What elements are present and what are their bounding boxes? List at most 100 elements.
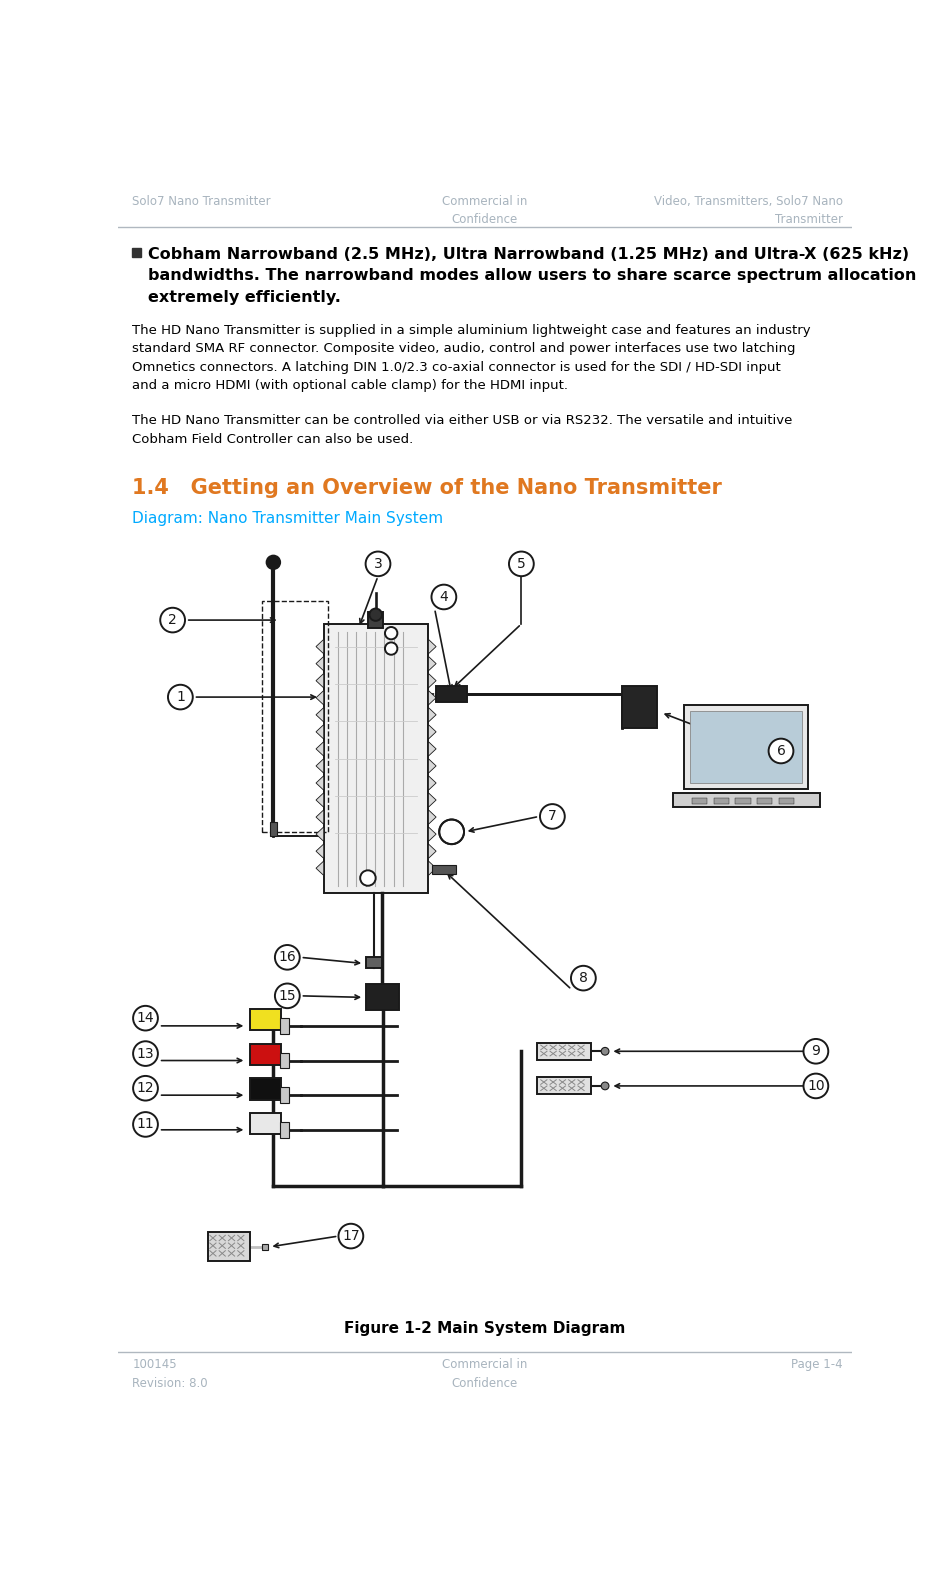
Text: Solo7 Nano Transmitter: Solo7 Nano Transmitter <box>133 195 271 208</box>
Text: 6: 6 <box>777 745 785 759</box>
Bar <box>690 711 802 784</box>
Polygon shape <box>428 861 437 875</box>
Circle shape <box>160 608 185 633</box>
Polygon shape <box>316 793 324 807</box>
Bar <box>368 612 384 628</box>
Text: 12: 12 <box>136 1081 154 1096</box>
Text: 1: 1 <box>176 689 185 704</box>
Text: 14: 14 <box>136 1011 154 1025</box>
Polygon shape <box>316 844 324 858</box>
Text: 10: 10 <box>807 1078 825 1092</box>
Circle shape <box>540 804 564 829</box>
Bar <box>672 793 820 807</box>
Polygon shape <box>428 844 437 858</box>
Circle shape <box>275 944 299 970</box>
Circle shape <box>439 820 464 844</box>
Bar <box>692 798 707 804</box>
Text: 16: 16 <box>278 951 296 965</box>
Polygon shape <box>428 741 437 756</box>
Bar <box>133 249 141 257</box>
Bar <box>279 1088 289 1103</box>
Circle shape <box>338 1223 364 1248</box>
Polygon shape <box>316 741 324 756</box>
Circle shape <box>571 966 596 990</box>
Circle shape <box>601 1081 609 1089</box>
Circle shape <box>366 551 390 576</box>
Polygon shape <box>316 691 324 705</box>
Bar <box>366 957 382 968</box>
Polygon shape <box>428 793 437 807</box>
Bar <box>207 1232 250 1261</box>
Text: 11: 11 <box>136 1118 154 1132</box>
Text: 15: 15 <box>278 988 296 1003</box>
Circle shape <box>134 1042 158 1066</box>
Text: Video, Transmitters, Solo7 Nano
Transmitter: Video, Transmitters, Solo7 Nano Transmit… <box>654 195 843 227</box>
Bar <box>261 601 328 831</box>
Circle shape <box>432 584 456 609</box>
Text: 2: 2 <box>169 614 177 626</box>
Bar <box>778 798 795 804</box>
Polygon shape <box>428 759 437 773</box>
Polygon shape <box>428 724 437 740</box>
Bar <box>250 1044 281 1066</box>
Text: 8: 8 <box>579 971 588 985</box>
Circle shape <box>385 626 398 639</box>
Text: 5: 5 <box>517 557 526 571</box>
Polygon shape <box>428 639 437 653</box>
Bar <box>757 798 773 804</box>
Text: The HD Nano Transmitter can be controlled via either USB or via RS232. The versa: The HD Nano Transmitter can be controlle… <box>133 414 793 445</box>
Bar <box>250 1009 281 1031</box>
Text: Figure 1-2 Main System Diagram: Figure 1-2 Main System Diagram <box>345 1321 626 1336</box>
Circle shape <box>168 685 193 710</box>
Text: Cobham Narrowband (2.5 MHz), Ultra Narrowband (1.25 MHz) and Ultra-X (625 kHz)
b: Cobham Narrowband (2.5 MHz), Ultra Narro… <box>148 247 916 305</box>
Bar <box>270 822 277 836</box>
Text: 13: 13 <box>136 1047 154 1061</box>
Polygon shape <box>428 708 437 722</box>
Bar <box>622 686 657 727</box>
Text: 3: 3 <box>374 557 383 571</box>
Polygon shape <box>428 826 437 842</box>
Circle shape <box>265 554 281 570</box>
Bar <box>324 623 428 894</box>
Bar <box>250 1078 281 1100</box>
Bar <box>250 1113 281 1135</box>
Bar <box>684 705 808 790</box>
Bar <box>735 798 751 804</box>
Text: Page 1-4: Page 1-4 <box>792 1358 843 1371</box>
Text: The HD Nano Transmitter is supplied in a simple aluminium lightweight case and f: The HD Nano Transmitter is supplied in a… <box>133 324 811 392</box>
Bar <box>537 1044 591 1059</box>
Text: 9: 9 <box>812 1044 820 1058</box>
Bar <box>279 1018 289 1034</box>
Polygon shape <box>316 776 324 790</box>
Circle shape <box>769 738 794 763</box>
Circle shape <box>275 984 299 1009</box>
Polygon shape <box>316 674 324 688</box>
Polygon shape <box>316 811 324 825</box>
Polygon shape <box>316 639 324 653</box>
Bar <box>537 1078 591 1094</box>
Bar <box>366 984 399 1011</box>
Polygon shape <box>428 674 437 688</box>
Polygon shape <box>428 656 437 671</box>
Polygon shape <box>428 776 437 790</box>
Circle shape <box>134 1113 158 1136</box>
Polygon shape <box>428 691 437 705</box>
Polygon shape <box>316 656 324 671</box>
Circle shape <box>803 1039 829 1064</box>
Bar <box>437 686 467 702</box>
Polygon shape <box>316 759 324 773</box>
Text: 100145
Revision: 8.0: 100145 Revision: 8.0 <box>133 1358 208 1390</box>
Bar <box>261 1243 268 1250</box>
Text: Commercial in
Confidence: Commercial in Confidence <box>442 195 527 227</box>
Polygon shape <box>316 826 324 842</box>
Polygon shape <box>428 811 437 825</box>
Text: 17: 17 <box>342 1229 360 1243</box>
Bar <box>279 1053 289 1069</box>
Circle shape <box>385 642 398 655</box>
Text: 4: 4 <box>439 590 448 604</box>
Circle shape <box>360 870 376 886</box>
Circle shape <box>803 1073 829 1099</box>
Circle shape <box>509 551 534 576</box>
Polygon shape <box>316 861 324 875</box>
Bar <box>714 798 729 804</box>
